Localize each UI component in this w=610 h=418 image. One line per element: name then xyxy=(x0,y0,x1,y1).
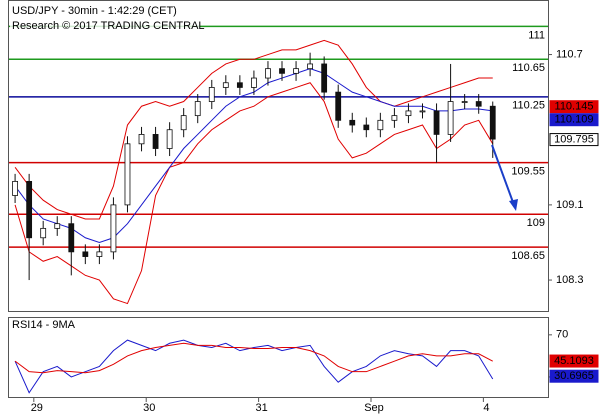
candle-body xyxy=(447,101,454,135)
candle-body xyxy=(166,129,173,149)
candle-body xyxy=(180,115,187,131)
y-tick-label: 110.7 xyxy=(556,48,583,60)
candle-body xyxy=(194,101,201,117)
candle-body xyxy=(307,63,314,70)
candle-body xyxy=(54,223,61,229)
candle-body xyxy=(405,110,412,117)
price-tag xyxy=(549,354,599,368)
candle-body xyxy=(208,87,215,102)
candle-body xyxy=(363,124,370,131)
candle-body xyxy=(40,227,47,239)
forecast-arrow xyxy=(491,144,515,206)
candle-body xyxy=(124,143,131,206)
y-tick-label: 108.3 xyxy=(556,274,584,286)
line xyxy=(14,39,493,220)
level-label: 108.65 xyxy=(511,250,545,262)
candle-body xyxy=(377,119,384,131)
price-tag-label: 109.795 xyxy=(554,133,594,145)
x-tick-label: 29 xyxy=(31,402,43,414)
line xyxy=(14,339,494,394)
candle-body xyxy=(475,101,482,107)
candle-body xyxy=(349,119,356,126)
candle-body xyxy=(96,251,103,257)
line xyxy=(14,82,494,305)
candle-body xyxy=(251,77,257,88)
candle-body xyxy=(152,134,159,149)
price-tag-label: 110.109 xyxy=(555,114,594,126)
level-label: 110.65 xyxy=(512,62,545,74)
price-tag-label: 110.145 xyxy=(555,101,594,113)
rsi-title: RSI14 - 9MA xyxy=(12,319,76,331)
x-tick-label: 31 xyxy=(255,402,267,414)
candle-body xyxy=(391,115,398,121)
candle-body xyxy=(321,63,328,93)
rsi-panel xyxy=(8,317,549,398)
price-tag-label: 45.1093 xyxy=(554,355,594,367)
price-tag xyxy=(549,113,599,127)
candle-body xyxy=(110,204,117,253)
candle-body xyxy=(265,68,271,79)
price-tag xyxy=(549,100,599,114)
x-tick-label: 30 xyxy=(143,402,155,414)
candle-body xyxy=(335,91,342,121)
price-panel xyxy=(8,0,549,312)
chart-title: USD/JPY - 30min - 1:42:29 (CET) xyxy=(12,5,177,17)
y-tick-label: 109.1 xyxy=(556,199,584,211)
candle-body xyxy=(82,251,89,257)
line xyxy=(14,342,493,374)
candle-body xyxy=(461,101,468,103)
candle-body xyxy=(236,82,243,88)
x-tick-label: 4 xyxy=(483,402,489,414)
candle-body xyxy=(26,180,33,239)
level-label: 109 xyxy=(527,217,545,229)
candle-body xyxy=(489,105,496,140)
candle-body xyxy=(138,134,145,145)
candle-body xyxy=(433,110,440,135)
candle-body xyxy=(293,68,299,74)
candle-body xyxy=(68,223,75,253)
level-label: 109.55 xyxy=(511,166,545,178)
y-tick-label: 70 xyxy=(556,329,568,341)
price-tag-label: 30.6965 xyxy=(554,370,594,382)
candle-body xyxy=(419,110,426,113)
level-label: 111 xyxy=(528,29,545,41)
price-tag xyxy=(549,133,599,147)
candle-body xyxy=(222,82,229,88)
level-label: 110.25 xyxy=(512,100,545,112)
price-tag xyxy=(549,369,599,383)
candle-body xyxy=(279,68,285,74)
arrow-head xyxy=(509,199,518,211)
candle-body xyxy=(12,180,18,196)
x-tick-label: Sep xyxy=(364,402,384,414)
title-box xyxy=(10,3,200,33)
chart-subtitle: Research © 2017 TRADING CENTRAL xyxy=(12,20,205,32)
